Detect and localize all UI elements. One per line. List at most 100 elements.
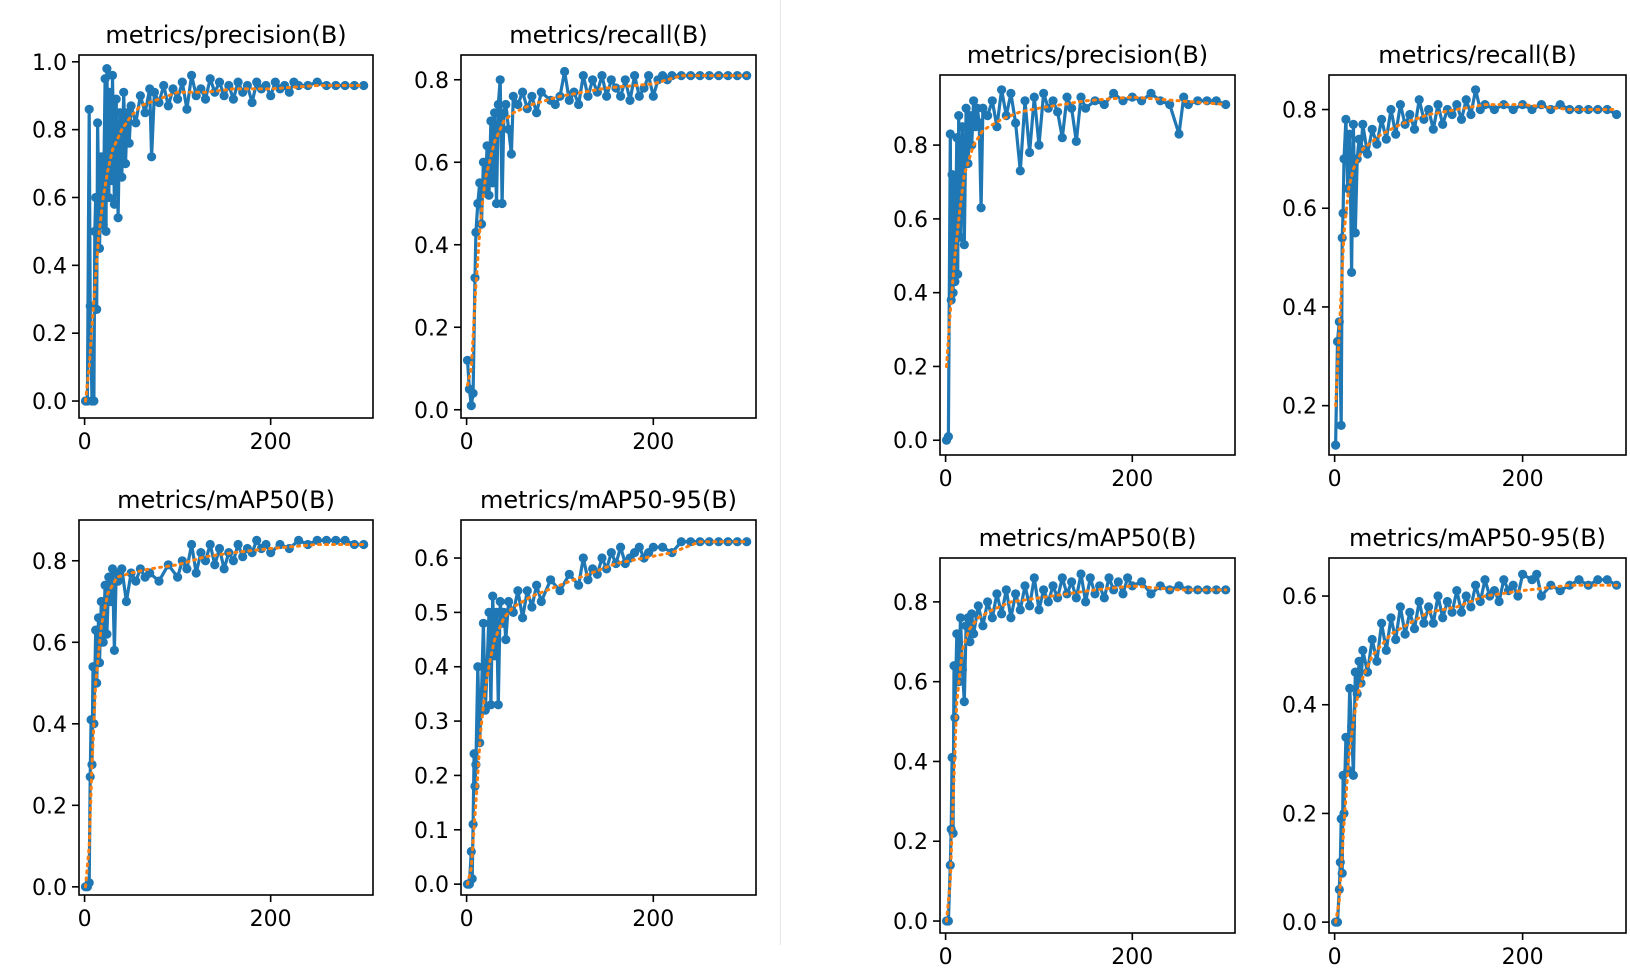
axes-frame bbox=[1328, 557, 1627, 934]
results-point bbox=[121, 596, 131, 607]
results-point bbox=[484, 190, 494, 200]
axes-frame bbox=[939, 74, 1236, 456]
results-point bbox=[84, 104, 94, 114]
results-point bbox=[1602, 575, 1612, 585]
plot-area bbox=[80, 535, 369, 892]
results-point bbox=[508, 91, 518, 101]
results-point bbox=[1062, 92, 1072, 102]
results-point bbox=[1193, 96, 1203, 106]
results-point bbox=[493, 700, 503, 710]
results-point bbox=[1057, 573, 1067, 583]
results-point bbox=[947, 170, 957, 180]
results-point bbox=[284, 87, 294, 97]
smooth-series-line bbox=[84, 84, 366, 403]
results-point bbox=[247, 97, 257, 108]
results-point bbox=[634, 91, 644, 101]
results-point bbox=[1336, 420, 1346, 430]
chart-panel: metrics/precision(B) 0.0 0.2 0.4 0.6 0.8 1.0 0 2… bbox=[32, 21, 374, 455]
results-point bbox=[513, 586, 523, 596]
smooth-series-line bbox=[1334, 103, 1619, 408]
results-point bbox=[1428, 124, 1438, 134]
results-point bbox=[173, 94, 183, 104]
results-point bbox=[1081, 103, 1091, 113]
results-point bbox=[1409, 124, 1420, 134]
results-series-line bbox=[85, 66, 364, 403]
results-point bbox=[504, 124, 514, 134]
y-tick-label: 0.2 bbox=[1282, 802, 1317, 827]
y-tick-label: 0.1 bbox=[414, 819, 449, 844]
results-point bbox=[104, 192, 114, 203]
results-point bbox=[1006, 88, 1016, 98]
results-point bbox=[1395, 100, 1405, 110]
results-point bbox=[1011, 118, 1021, 128]
results-point bbox=[1499, 100, 1509, 110]
results-point bbox=[1331, 440, 1341, 450]
results-point bbox=[1456, 114, 1467, 124]
chart-panel: metrics/mAP50-95(B) 0.0 0.1 0.2 0.3 0.4 0.5 0.6… bbox=[414, 486, 757, 932]
results-point bbox=[1356, 144, 1366, 154]
results-point bbox=[1494, 596, 1504, 607]
results-point bbox=[1006, 613, 1016, 623]
results-point bbox=[90, 226, 100, 236]
results-point bbox=[1433, 100, 1443, 110]
x-tick-label: 200 bbox=[250, 907, 292, 932]
results-point bbox=[182, 564, 192, 574]
plot-area bbox=[462, 537, 752, 889]
results-point bbox=[473, 198, 483, 209]
results-point bbox=[961, 103, 971, 113]
results-point bbox=[488, 178, 498, 188]
y-tick-label: 0.0 bbox=[893, 429, 928, 454]
results-point bbox=[536, 596, 546, 607]
results-point bbox=[340, 535, 350, 546]
results-point bbox=[625, 95, 635, 105]
results-point bbox=[583, 575, 593, 585]
results-point bbox=[1461, 591, 1471, 601]
chart-title: metrics/mAP50-95(B) bbox=[480, 486, 737, 514]
results-point bbox=[1099, 593, 1109, 603]
chart-title: metrics/mAP50-95(B) bbox=[1349, 524, 1606, 552]
results-point bbox=[1337, 233, 1347, 243]
smooth-series-line bbox=[1334, 583, 1619, 924]
results-point bbox=[107, 70, 118, 80]
results-point bbox=[1113, 577, 1123, 587]
results-point bbox=[1221, 99, 1231, 110]
results-point bbox=[126, 101, 136, 111]
results-point bbox=[1348, 770, 1358, 781]
results-point bbox=[1438, 613, 1448, 623]
results-point bbox=[1499, 575, 1509, 585]
y-tick-label: 0.8 bbox=[893, 591, 928, 616]
results-point bbox=[597, 553, 607, 563]
results-point bbox=[974, 118, 984, 128]
y-tick-label: 0.2 bbox=[32, 322, 67, 347]
y-tick-label: 0.8 bbox=[893, 134, 928, 159]
smooth-series-line bbox=[945, 584, 1228, 923]
results-point bbox=[954, 111, 964, 121]
results-point bbox=[1067, 103, 1077, 113]
results-point bbox=[1109, 88, 1119, 98]
results-point bbox=[154, 576, 164, 586]
results-point bbox=[522, 586, 532, 596]
results-point bbox=[578, 553, 588, 563]
y-tick-label: 0.0 bbox=[32, 876, 67, 901]
results-point bbox=[478, 618, 488, 628]
results-point bbox=[1146, 88, 1156, 98]
x-tick-label: 0 bbox=[1328, 945, 1342, 970]
chart-panel: metrics/mAP50(B) 0.0 0.2 0.4 0.6 0.8 0 200 bbox=[32, 486, 374, 932]
results-point bbox=[321, 80, 332, 91]
results-point bbox=[93, 613, 104, 623]
y-tick-label: 0.2 bbox=[414, 764, 449, 789]
results-point bbox=[252, 535, 262, 546]
results-point bbox=[104, 572, 114, 582]
results-point bbox=[1350, 228, 1360, 238]
y-tick-label: 0.6 bbox=[1282, 585, 1317, 610]
results-point bbox=[122, 108, 132, 118]
results-point bbox=[965, 111, 975, 121]
results-point bbox=[119, 87, 129, 97]
results-point bbox=[952, 629, 962, 639]
results-point bbox=[113, 213, 123, 223]
results-point bbox=[135, 91, 145, 101]
results-point bbox=[1179, 92, 1189, 102]
x-tick-label: 200 bbox=[1111, 945, 1153, 970]
results-point bbox=[462, 355, 473, 365]
